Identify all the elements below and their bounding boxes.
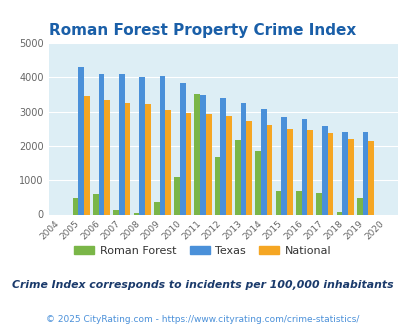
Bar: [307, 130, 312, 214]
Bar: [321, 126, 327, 214]
Bar: [341, 132, 347, 214]
Bar: [327, 133, 333, 214]
Bar: [98, 75, 104, 214]
Bar: [179, 83, 185, 214]
Bar: [295, 191, 301, 214]
Bar: [246, 121, 252, 214]
Bar: [113, 210, 119, 214]
Bar: [119, 74, 124, 214]
Bar: [286, 129, 292, 214]
Bar: [165, 110, 171, 214]
Bar: [266, 125, 272, 214]
Bar: [185, 113, 191, 214]
Bar: [347, 139, 353, 214]
Bar: [260, 110, 266, 214]
Bar: [72, 198, 78, 214]
Legend: Roman Forest, Texas, National: Roman Forest, Texas, National: [70, 242, 335, 260]
Bar: [159, 76, 165, 214]
Bar: [226, 116, 231, 214]
Bar: [93, 194, 98, 214]
Bar: [255, 151, 260, 214]
Bar: [367, 141, 373, 214]
Bar: [104, 100, 110, 214]
Text: Crime Index corresponds to incidents per 100,000 inhabitants: Crime Index corresponds to incidents per…: [12, 280, 393, 290]
Text: © 2025 CityRating.com - https://www.cityrating.com/crime-statistics/: © 2025 CityRating.com - https://www.city…: [46, 315, 359, 324]
Bar: [315, 193, 321, 215]
Bar: [78, 67, 84, 214]
Bar: [133, 214, 139, 215]
Bar: [205, 114, 211, 214]
Bar: [336, 212, 341, 214]
Bar: [174, 177, 179, 215]
Bar: [301, 119, 307, 214]
Bar: [220, 98, 226, 214]
Bar: [194, 94, 200, 214]
Text: Roman Forest Property Crime Index: Roman Forest Property Crime Index: [49, 23, 356, 38]
Bar: [124, 103, 130, 214]
Bar: [84, 96, 90, 214]
Bar: [214, 157, 220, 214]
Bar: [200, 95, 205, 214]
Bar: [362, 132, 367, 214]
Bar: [281, 117, 286, 214]
Bar: [356, 198, 362, 214]
Bar: [145, 104, 150, 214]
Bar: [240, 103, 246, 214]
Bar: [139, 77, 145, 214]
Bar: [234, 140, 240, 214]
Bar: [153, 203, 159, 214]
Bar: [275, 191, 281, 214]
